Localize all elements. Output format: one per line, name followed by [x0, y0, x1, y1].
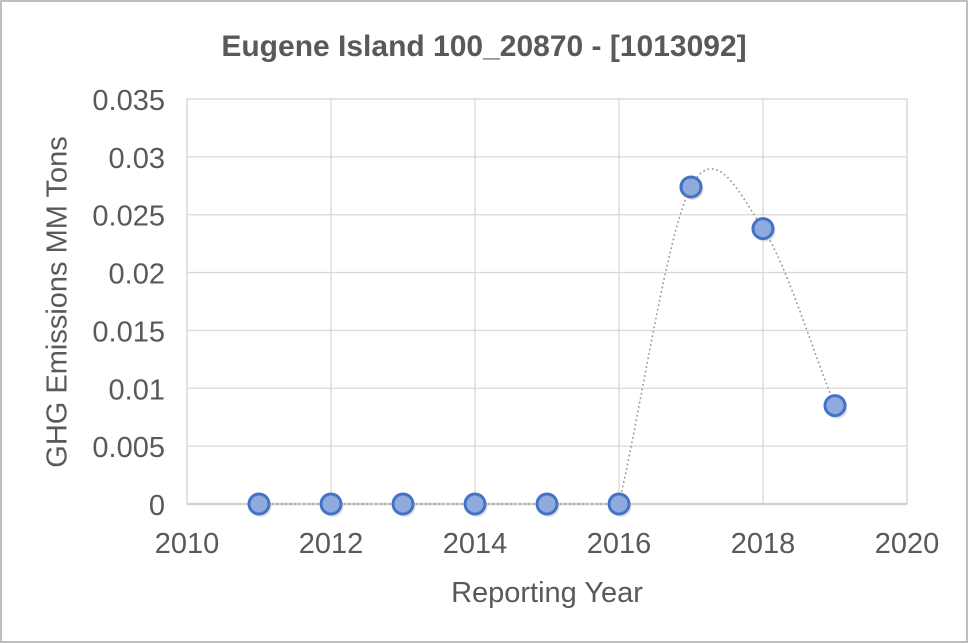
y-tick-label: 0.025 — [92, 201, 165, 233]
data-point-marker — [535, 492, 559, 516]
x-tick-label: 2018 — [731, 528, 796, 560]
plot-border — [186, 98, 908, 505]
data-point-marker — [319, 492, 343, 516]
x-tick-label: 2016 — [587, 528, 652, 560]
trend-line — [258, 167, 836, 505]
y-tick-label: 0 — [149, 490, 165, 522]
x-tick-label: 2014 — [443, 528, 508, 560]
y-tick-label: 0.01 — [109, 374, 165, 406]
y-tick-label: 0.03 — [109, 143, 165, 175]
y-tick-label: 0.005 — [92, 432, 165, 464]
data-point-marker — [679, 175, 703, 199]
data-point-marker — [607, 492, 631, 516]
x-tick-label: 2020 — [875, 528, 940, 560]
y-tick-label: 0.035 — [92, 85, 165, 117]
y-axis-title: GHG Emissions MM Tons — [41, 136, 74, 468]
y-tick-label: 0.02 — [109, 259, 165, 291]
chart-title: Eugene Island 100_20870 - [1013092] — [221, 30, 747, 63]
y-tick-label: 0.015 — [92, 316, 165, 348]
data-point-marker — [391, 492, 415, 516]
data-point-marker — [247, 492, 271, 516]
x-axis-title: Reporting Year — [451, 577, 643, 609]
x-tick-label: 2012 — [299, 528, 364, 560]
data-point-marker — [751, 217, 775, 241]
x-tick-label: 2010 — [155, 528, 220, 560]
data-point-marker — [463, 492, 487, 516]
data-point-marker — [823, 394, 847, 418]
